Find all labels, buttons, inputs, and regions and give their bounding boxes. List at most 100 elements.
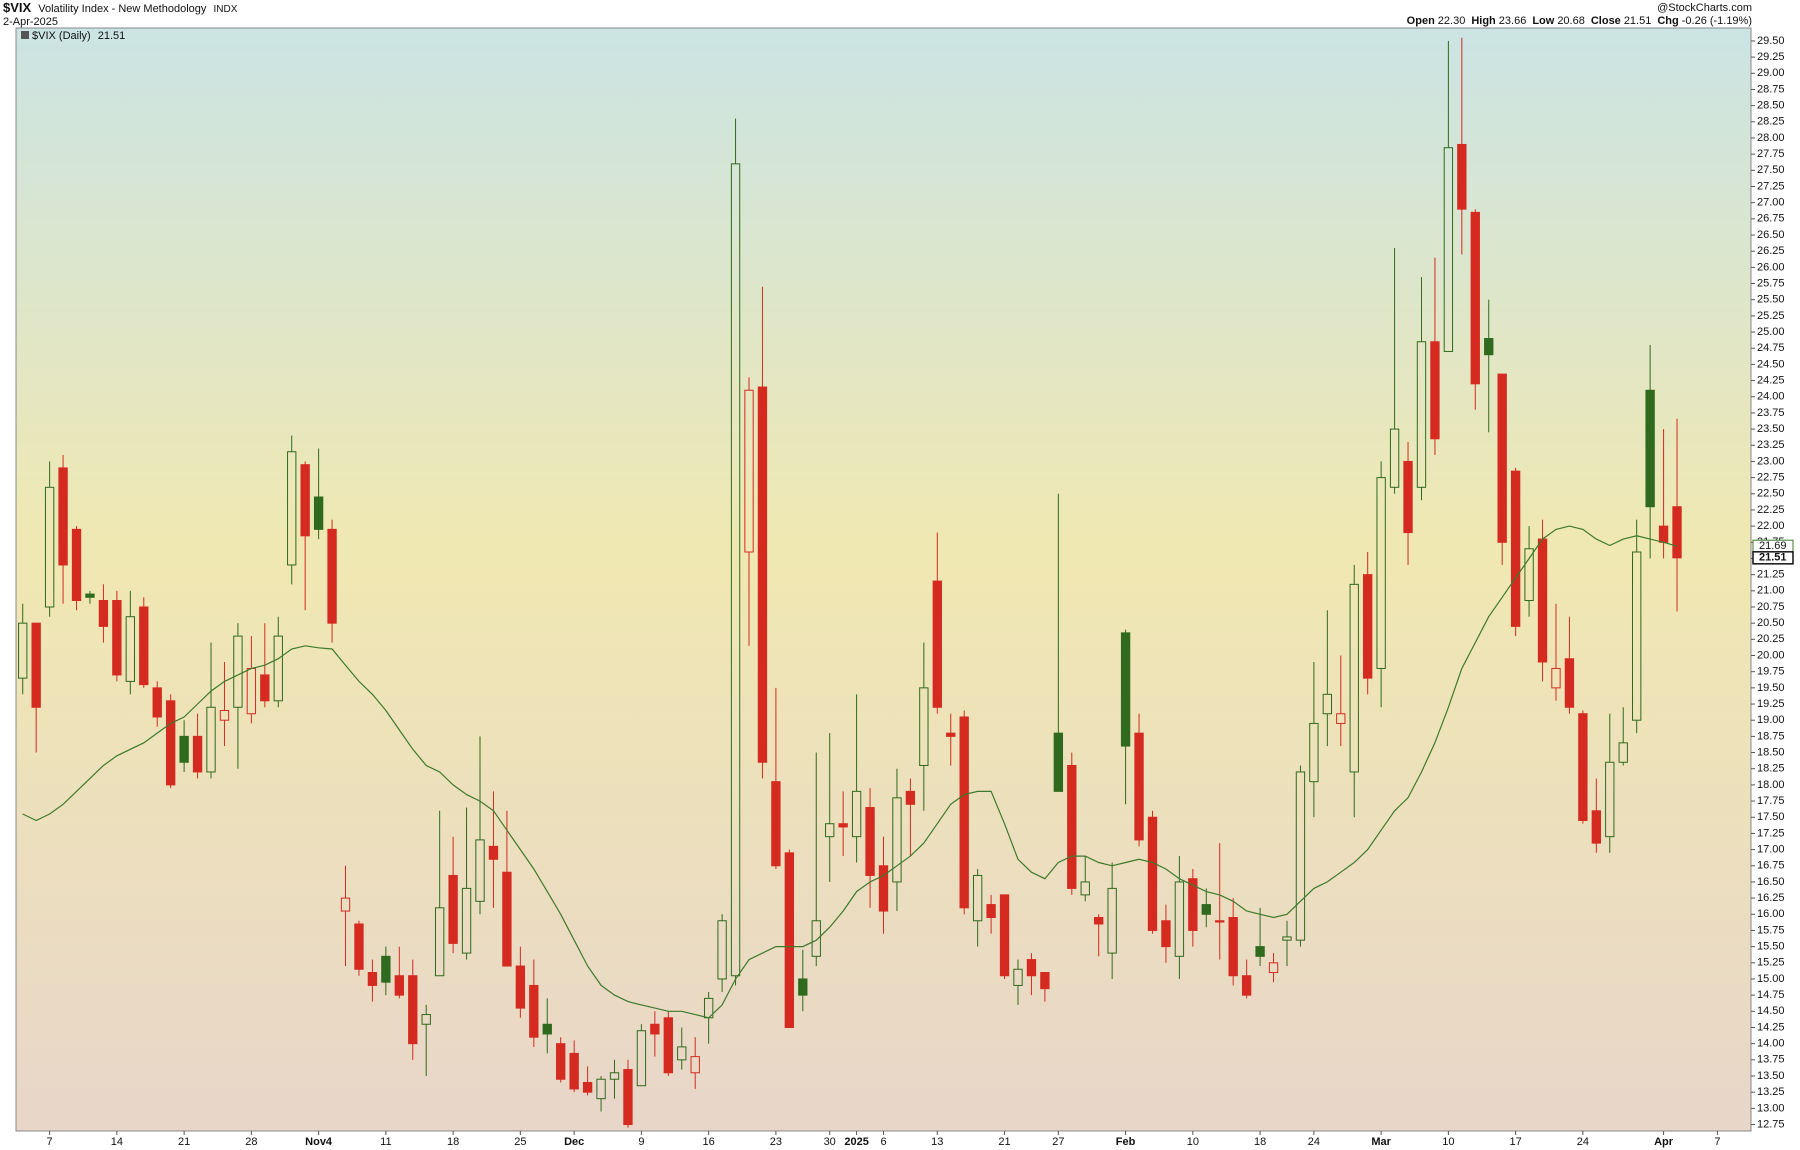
y-tick-label: 25.00 <box>1757 326 1785 338</box>
candle-body <box>18 622 28 679</box>
x-tick-label: 30 <box>824 1136 836 1148</box>
candle-body <box>650 1023 660 1035</box>
y-tick-label: 17.50 <box>1757 811 1785 823</box>
candle-body <box>919 687 929 766</box>
candle-body <box>825 823 835 838</box>
legend-label: $VIX (Daily) <box>32 30 91 42</box>
candle-body <box>677 1046 687 1061</box>
x-tick-label: 7 <box>47 1136 53 1148</box>
exchange: INDX <box>213 4 237 15</box>
y-tick-label: 14.00 <box>1757 1038 1785 1050</box>
quote-value: 22.30 <box>1438 15 1466 27</box>
candle-body <box>313 496 324 530</box>
x-tick-label: 13 <box>931 1136 943 1148</box>
candle-body <box>757 386 768 763</box>
y-tick-label: 15.25 <box>1757 957 1785 969</box>
candle-body <box>152 687 162 718</box>
candle-body <box>596 1078 606 1100</box>
candle-body <box>1067 764 1077 889</box>
x-tick-label: Nov4 <box>305 1136 333 1148</box>
y-tick-label: 22.25 <box>1757 504 1785 516</box>
candle-body <box>1430 341 1440 440</box>
y-tick-label: 26.25 <box>1757 245 1785 257</box>
x-tick-label: 18 <box>1254 1136 1266 1148</box>
y-tick-label: 20.75 <box>1757 601 1785 613</box>
candle-body <box>1309 722 1319 783</box>
candle-body <box>1363 574 1373 679</box>
y-tick-label: 17.00 <box>1757 843 1785 855</box>
credit: @StockCharts.com <box>1657 2 1752 14</box>
price-badge-label: 21.51 <box>1759 552 1787 564</box>
y-tick-label: 13.75 <box>1757 1054 1785 1066</box>
candle-body <box>905 790 916 805</box>
candle-body <box>744 389 754 553</box>
quote-label: High <box>1471 15 1496 27</box>
candle-body <box>179 735 189 763</box>
candle-body <box>623 1069 633 1126</box>
candle-body <box>1618 742 1628 763</box>
y-tick-label: 15.00 <box>1757 973 1785 985</box>
x-tick-label: 21 <box>178 1136 190 1148</box>
marks <box>18 37 1682 1128</box>
x-tick-label: 24 <box>1577 1136 1589 1148</box>
quote-value: 21.51 <box>1624 15 1652 27</box>
y-tick-label: 28.00 <box>1757 132 1785 144</box>
candle-body <box>1645 389 1655 508</box>
y-tick-label: 29.00 <box>1757 67 1785 79</box>
candle-body <box>1107 887 1117 954</box>
candle-body <box>1147 816 1158 931</box>
x-tick-label: Mar <box>1371 1136 1391 1148</box>
y-tick-label: 14.75 <box>1757 989 1785 1001</box>
candle-body <box>166 700 176 786</box>
x-tick-label: Dec <box>564 1136 584 1148</box>
candle-body <box>1537 538 1548 663</box>
candle-body <box>1026 959 1037 977</box>
legend-icon <box>21 31 29 39</box>
candle-body <box>663 1017 673 1074</box>
y-tick-label: 16.50 <box>1757 876 1785 888</box>
candle-body <box>1578 713 1588 821</box>
candle-body <box>515 965 526 1009</box>
candle-body <box>1672 506 1682 559</box>
candle-body <box>71 528 82 602</box>
candle-body <box>1510 470 1521 627</box>
candle-body <box>542 1023 552 1035</box>
candle-body <box>569 1052 579 1090</box>
candle-body <box>1080 881 1090 896</box>
x-tick-label: 27 <box>1052 1136 1064 1148</box>
candle-body <box>529 984 539 1038</box>
candle-body <box>878 865 889 912</box>
candle-body <box>932 580 942 708</box>
candle-body <box>139 606 149 686</box>
candle-body <box>1295 771 1306 941</box>
y-tick-label: 19.50 <box>1757 682 1785 694</box>
candle-body <box>1255 946 1265 957</box>
x-tick-label: 6 <box>880 1136 886 1148</box>
x-tick-label: Feb <box>1116 1136 1136 1148</box>
date: 2-Apr-2025 <box>3 16 58 28</box>
y-tick-label: 18.00 <box>1757 779 1785 791</box>
y-tick-label: 23.25 <box>1757 439 1785 451</box>
candle-body <box>1053 732 1064 792</box>
candle-body <box>1632 551 1642 721</box>
y-tick-label: 29.50 <box>1757 35 1785 47</box>
candle-body <box>502 871 512 967</box>
candle-body <box>408 975 418 1045</box>
y-tick-label: 23.50 <box>1757 423 1785 435</box>
candle-body <box>1376 477 1386 669</box>
plot-area <box>15 27 1752 1132</box>
candle-body <box>1215 920 1225 923</box>
candle-body <box>381 955 391 983</box>
legend: $VIX (Daily) 21.51 <box>32 30 125 42</box>
candle-body <box>1457 143 1467 210</box>
y-tick-label: 16.00 <box>1757 908 1785 920</box>
candle-body <box>1470 211 1480 385</box>
y-tick-label: 28.50 <box>1757 100 1785 112</box>
candle-body <box>582 1081 593 1093</box>
candle-body <box>1174 881 1185 957</box>
candle-body <box>219 710 230 721</box>
y-tick-label: 15.50 <box>1757 941 1785 953</box>
y-tick-label: 18.75 <box>1757 730 1785 742</box>
x-tick-label: 17 <box>1510 1136 1522 1148</box>
